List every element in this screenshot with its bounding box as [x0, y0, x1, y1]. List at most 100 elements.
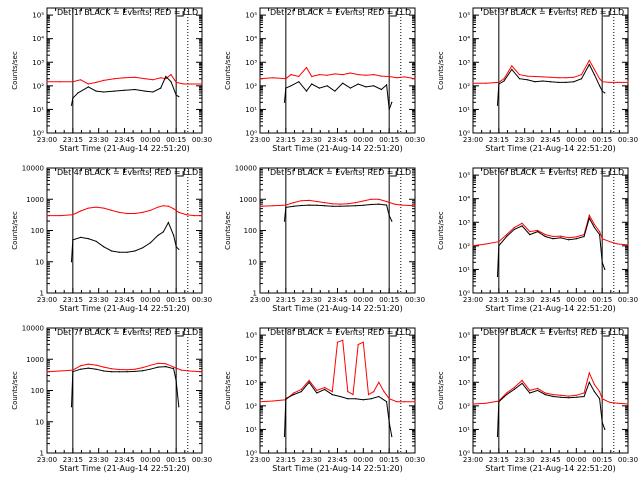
y-tick-label: 1: [40, 290, 44, 298]
data-point: [178, 248, 180, 250]
y-tick-label: 10⁰: [245, 130, 257, 138]
data-point: [336, 341, 339, 343]
data-point: [149, 209, 151, 211]
y-tick-label: 10³: [458, 379, 470, 387]
data-point: [549, 81, 552, 83]
interval-flag-mark: [177, 11, 184, 17]
data-point: [167, 221, 169, 224]
data-point: [72, 371, 74, 373]
y-tick-label: 10⁰: [458, 290, 470, 298]
data-point: [113, 78, 115, 80]
data-point: [588, 63, 590, 66]
data-point: [331, 394, 333, 396]
data-point: [283, 435, 286, 438]
data-point: [601, 81, 603, 83]
data-point: [134, 76, 136, 78]
plot-title: Det 8f BLACK = Events, RED = LLD: [270, 328, 411, 337]
y-axis-label: Counts/sec: [11, 211, 19, 250]
data-point: [316, 200, 318, 203]
interval-flag-mark: [603, 331, 610, 337]
data-point: [316, 392, 318, 394]
x-tick-label: 23:15: [63, 296, 83, 304]
x-tick-label: 00:30: [405, 456, 425, 464]
data-point: [513, 226, 515, 229]
data-point: [544, 235, 546, 238]
data-point: [70, 261, 73, 263]
interval-flag-mark: [390, 331, 397, 337]
x-tick-label: 00:30: [192, 136, 212, 144]
data-point: [334, 90, 336, 92]
data-point: [326, 85, 328, 87]
data-point: [496, 275, 499, 278]
data-point: [103, 79, 105, 81]
data-point: [87, 86, 89, 88]
x-tick-label: 23:30: [302, 136, 322, 144]
x-tick-label: 00:15: [592, 456, 612, 464]
plot-title: Det 1f BLACK = Events, RED = LLD: [57, 8, 198, 17]
x-tick-label: 23:30: [302, 296, 322, 304]
data-point: [472, 403, 474, 405]
data-point: [193, 215, 195, 217]
data-point: [173, 234, 175, 236]
x-tick-label: 23:15: [276, 456, 296, 464]
data-point: [259, 205, 261, 207]
data-point: [378, 198, 380, 200]
data-point: [573, 81, 575, 83]
data-point: [496, 104, 499, 106]
data-point: [391, 220, 393, 222]
x-axis-label: Start Time (21-Aug-14 22:51:20): [485, 464, 616, 473]
series-line-events: [71, 75, 180, 106]
data-point: [568, 395, 570, 397]
series-line-lld: [472, 371, 629, 405]
x-tick-label: 23:00: [463, 456, 483, 464]
y-tick-label: 10³: [32, 59, 44, 67]
data-point: [308, 199, 310, 201]
data-point: [355, 398, 357, 400]
data-point: [162, 205, 164, 207]
data-point: [272, 205, 274, 207]
y-tick-label: 10⁴: [245, 355, 257, 363]
data-point: [259, 401, 261, 403]
data-point: [604, 92, 606, 94]
data-point: [126, 251, 128, 253]
data-point: [308, 381, 310, 383]
data-point: [521, 222, 523, 224]
data-point: [601, 238, 603, 240]
data-point: [549, 76, 552, 78]
data-point: [300, 200, 302, 202]
y-tick-label: 10: [35, 418, 44, 426]
x-tick-label: 00:00: [140, 136, 160, 144]
data-point: [601, 421, 603, 423]
y-tick-label: 10³: [245, 59, 257, 67]
data-point: [178, 406, 180, 408]
plot-title: Det 2f BLACK = Events, RED = LLD: [270, 8, 411, 17]
data-point: [511, 65, 513, 67]
data-point: [599, 234, 601, 236]
data-point: [165, 75, 167, 78]
data-point: [617, 81, 619, 83]
data-point: [370, 398, 372, 400]
data-point: [617, 243, 619, 245]
data-point: [599, 231, 601, 233]
data-point: [627, 403, 629, 405]
data-point: [59, 215, 61, 217]
detector-plot-7f: Det 7f BLACK = Events, RED = LLD 1 10 100 10…: [11, 325, 212, 474]
x-tick-label: 23:30: [89, 136, 109, 144]
x-tick-label: 23:45: [540, 456, 560, 464]
data-point: [568, 237, 570, 239]
x-axis-label: Start Time (21-Aug-14 22:51:20): [485, 304, 616, 313]
data-point: [588, 381, 590, 383]
x-tick-label: 00:15: [379, 456, 399, 464]
data-point: [72, 81, 74, 83]
data-point: [157, 234, 159, 236]
interval-flag-mark: [603, 171, 610, 177]
data-point: [283, 220, 286, 222]
data-point: [573, 76, 575, 78]
y-axis-label: Counts/sec: [224, 51, 232, 90]
interval-flag-mark: [390, 11, 397, 17]
x-tick-label: 23:15: [63, 136, 83, 144]
data-point: [305, 90, 308, 92]
detector-plot-3f: Det 3f BLACK = Events, RED = LLD 10⁰ 10¹ 10…: [437, 7, 638, 153]
y-tick-label: 10²: [245, 402, 257, 410]
interval-flag-mark: [177, 331, 184, 337]
